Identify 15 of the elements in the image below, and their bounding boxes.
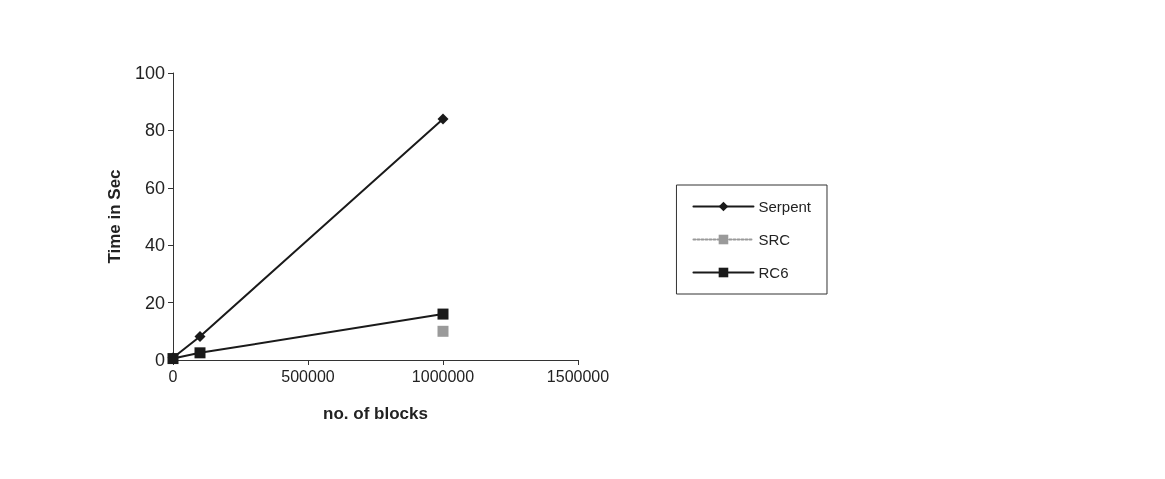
- y-tick-label: 80: [144, 120, 165, 141]
- legend-label: SRC: [758, 231, 791, 248]
- y-tick-label: 100: [134, 63, 165, 83]
- y-tick-label: 20: [144, 292, 165, 313]
- y-tick-label: 60: [144, 177, 165, 198]
- x-axis-title: no. of blocks: [323, 404, 428, 423]
- y-tick-label: 40: [144, 235, 165, 256]
- x-tick-label: 1500000: [546, 367, 610, 385]
- y-axis-title: Time in Sec: [105, 169, 124, 264]
- y-tick-label: 0: [154, 350, 165, 370]
- x-tick-label: 1000000: [411, 367, 475, 385]
- legend-label: RC6: [758, 264, 789, 281]
- x-tick-label: 500000: [281, 367, 335, 385]
- x-tick-label: 0: [168, 367, 178, 385]
- legend-label: Serpent: [758, 198, 812, 215]
